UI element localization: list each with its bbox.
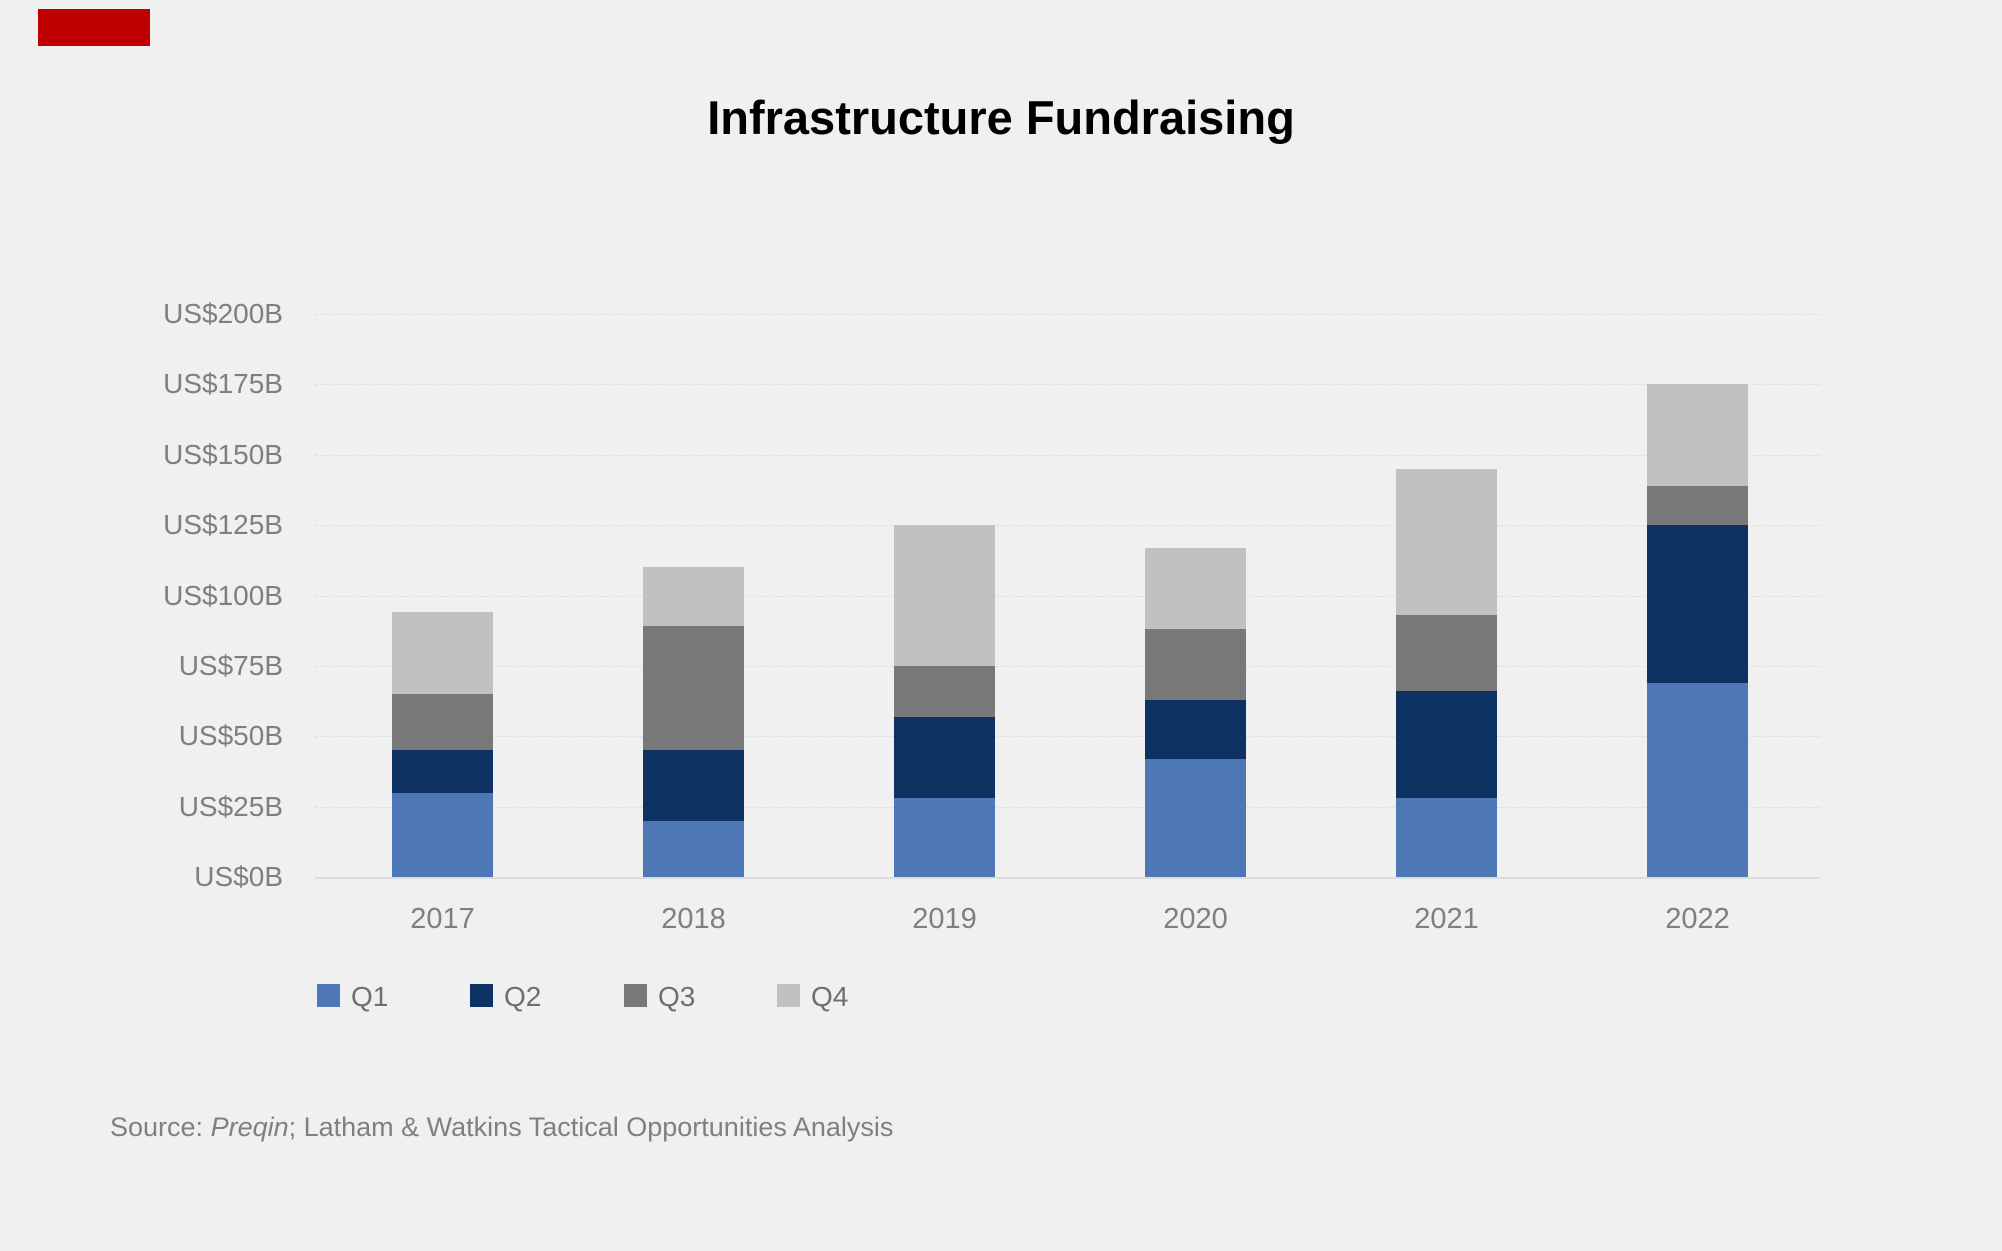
bar-segment-q3-2017 [392, 694, 493, 751]
gridline [315, 595, 1820, 597]
y-axis-tick-label: US$150B [163, 438, 283, 470]
y-axis-tick-label: US$25B [178, 790, 283, 822]
y-axis-tick-label: US$125B [163, 509, 283, 541]
bar-segment-q1-2021 [1396, 798, 1497, 877]
source-note: Source: Preqin; Latham & Watkins Tactica… [110, 1112, 893, 1143]
legend-swatch-q2 [470, 984, 493, 1007]
bar-segment-q4-2021 [1396, 468, 1497, 616]
legend-label-q1: Q1 [351, 981, 389, 1012]
legend-label-q3: Q3 [658, 981, 696, 1012]
gridline [315, 384, 1820, 386]
y-axis-tick-label: US$175B [163, 368, 283, 400]
bar-segment-q4-2018 [643, 567, 744, 627]
legend-swatch-q1 [317, 984, 340, 1007]
x-axis-tick-label-2020: 2020 [1163, 903, 1228, 935]
x-axis-tick-label-2022: 2022 [1665, 903, 1730, 935]
chart-title: Infrastructure Fundraising [707, 91, 1295, 144]
x-axis-tick-label-2018: 2018 [661, 903, 726, 935]
x-axis-tick-label-2019: 2019 [912, 903, 977, 935]
legend-label-q4: Q4 [811, 981, 849, 1012]
y-axis-tick-label: US$0B [194, 861, 283, 892]
bar-segment-q3-2020 [1145, 629, 1246, 700]
legend-swatch-q4 [777, 984, 800, 1007]
bar-segment-q1-2019 [894, 798, 995, 877]
source-prefix: Source: [110, 1112, 211, 1142]
bar-segment-q2-2020 [1145, 699, 1246, 759]
bar-segment-q1-2018 [643, 820, 744, 877]
y-axis-tick-label: US$100B [163, 579, 283, 611]
bar-segment-q1-2017 [392, 792, 493, 877]
x-axis-tick-label-2021: 2021 [1414, 903, 1479, 935]
bar-segment-q4-2020 [1145, 547, 1246, 630]
gridline [315, 314, 1820, 315]
bar-segment-q1-2020 [1145, 758, 1246, 877]
bar-segment-q4-2017 [392, 612, 493, 694]
bar-segment-q4-2022 [1647, 384, 1748, 486]
y-axis-tick-label: US$75B [178, 649, 283, 681]
gridline [315, 806, 1820, 808]
bar-segment-q3-2021 [1396, 615, 1497, 692]
source-suffix: ; Latham & Watkins Tactical Opportunitie… [288, 1112, 894, 1142]
x-axis-line [315, 877, 1820, 879]
bar-segment-q3-2019 [894, 665, 995, 717]
gridline [315, 525, 1820, 527]
gridline [315, 736, 1820, 738]
bar-segment-q2-2021 [1396, 691, 1497, 799]
bar-segment-q2-2019 [894, 716, 995, 799]
x-axis-tick-label-2017: 2017 [410, 903, 475, 935]
legend-label-q2: Q2 [504, 981, 542, 1012]
legend-swatch-q3 [624, 984, 647, 1007]
bar-segment-q4-2019 [894, 525, 995, 666]
gridline [315, 454, 1820, 456]
red-accent-badge [38, 9, 150, 46]
source-publisher: Preqin [210, 1112, 289, 1142]
bar-segment-q3-2018 [643, 626, 744, 751]
bar-segment-q2-2017 [392, 750, 493, 793]
y-axis-tick-label: US$200B [163, 298, 283, 329]
gridline [315, 665, 1820, 667]
bar-segment-q2-2022 [1647, 525, 1748, 683]
bar-segment-q3-2022 [1647, 485, 1748, 526]
bar-segment-q2-2018 [643, 750, 744, 821]
bar-segment-q1-2022 [1647, 682, 1748, 877]
y-axis-tick-label: US$50B [178, 720, 283, 752]
